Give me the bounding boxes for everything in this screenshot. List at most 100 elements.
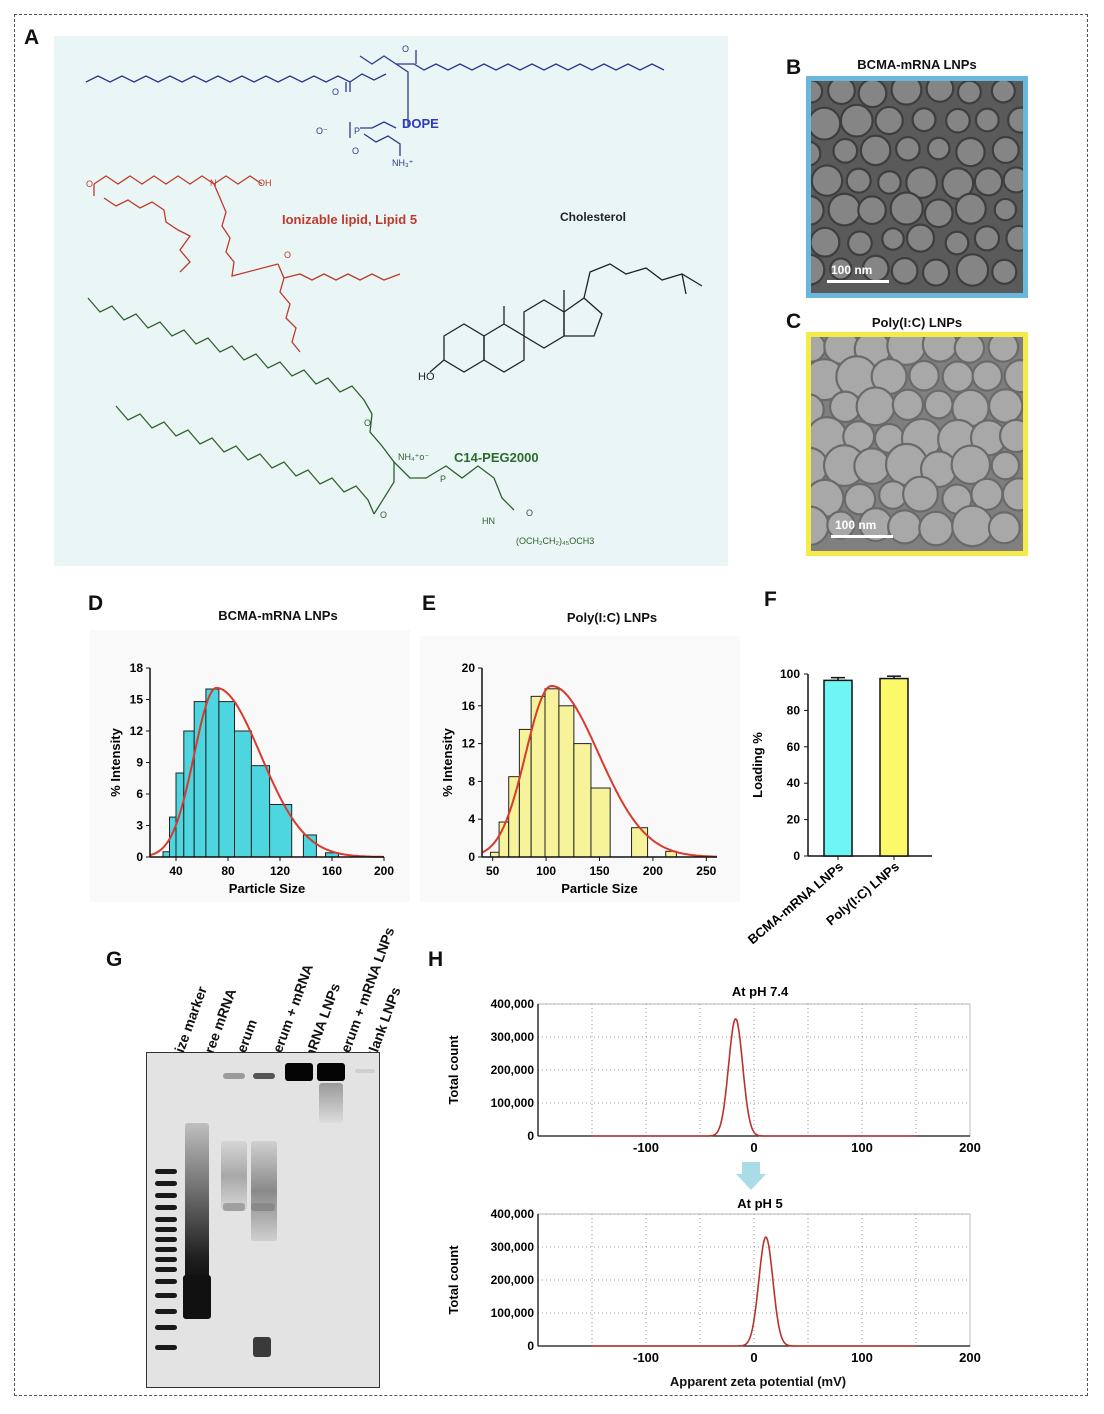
- tem-particle: [956, 81, 982, 105]
- loading-bar: [879, 677, 909, 857]
- x-tick-label: BCMA-mRNA LNPs: [745, 859, 846, 947]
- lipid5-structure: [93, 175, 401, 353]
- tem-particle: [998, 418, 1023, 454]
- y-tick-label: 15: [130, 693, 144, 707]
- chart-title: At pH 5: [737, 1196, 783, 1211]
- tem-particle: [921, 258, 951, 287]
- y-tick-label: 400,000: [491, 1207, 535, 1221]
- histogram-bar: [234, 730, 252, 858]
- tem-particles-bcma: [811, 81, 1023, 293]
- ladder-band: [155, 1293, 177, 1298]
- tem-particle: [881, 227, 905, 251]
- histogram-bar: [162, 851, 170, 858]
- cholesterol-structure: [429, 263, 703, 373]
- ladder-band: [155, 1237, 177, 1242]
- tem-particle: [953, 337, 986, 364]
- tem-particle: [1001, 477, 1023, 512]
- panel-letter-e: E: [422, 592, 437, 615]
- svg-text:O⁻: O⁻: [316, 126, 328, 136]
- serum-mrna-smear: [251, 1141, 277, 1241]
- free-mrna-smear: [185, 1123, 209, 1293]
- x-tick-label: -100: [633, 1140, 659, 1155]
- y-tick-label: 40: [787, 776, 801, 790]
- tem-particle: [944, 230, 970, 256]
- y-tick-label: 300,000: [491, 1240, 535, 1254]
- serum-mrna-lnp-smear: [319, 1083, 343, 1123]
- serum-mrna-well-band: [253, 1073, 275, 1079]
- tem-particle: [950, 444, 992, 486]
- tem-particle: [911, 107, 937, 133]
- ladder-band: [155, 1193, 177, 1198]
- y-tick-label: 16: [462, 699, 476, 713]
- chart-h-ph5: At pH 5 0 100,000 200,000 300,000 400,000 -100…: [446, 1196, 981, 1365]
- tem-particle: [921, 337, 959, 363]
- serum-smear: [221, 1141, 247, 1211]
- panel-letter-g: G: [106, 948, 123, 971]
- x-tick-label: 200: [643, 864, 663, 878]
- chemical-structures-panel: O O P O⁻ O NH₃⁺ O N OH O: [54, 36, 728, 566]
- tem-particle: [974, 107, 1000, 133]
- chart-d-histogram: 0 3 6 9 12 15 18 40 80 120 160 200 Particle Size % In…: [90, 630, 410, 902]
- x-tick-label: 100: [536, 864, 556, 878]
- ladder-band: [155, 1345, 177, 1350]
- svg-text:P: P: [354, 126, 360, 136]
- loading-bar: [823, 679, 853, 857]
- tem-particle: [971, 360, 1003, 392]
- serum-well-band: [223, 1073, 245, 1079]
- x-tick-label: 0: [750, 1350, 757, 1365]
- tem-particle: [973, 167, 1004, 197]
- y-tick-label: 0: [468, 850, 475, 864]
- ladder-band: [155, 1169, 177, 1174]
- tem-particle: [827, 81, 856, 106]
- tem-particle: [926, 136, 951, 161]
- serum-mrna-lnp-well-band: [317, 1063, 345, 1081]
- tem-particle: [918, 510, 954, 547]
- tem-particle: [902, 475, 939, 513]
- tem-particle: [955, 136, 986, 168]
- histogram-bar: [508, 776, 520, 858]
- y-axis-label: % Intensity: [108, 727, 123, 796]
- y-tick-label: 100,000: [491, 1096, 535, 1110]
- y-tick-label: 20: [462, 661, 476, 675]
- panel-c-title: Poly(I:C) LNPs: [871, 315, 963, 330]
- down-arrow-icon: [736, 1162, 766, 1190]
- scale-label-c: 100 nm: [835, 518, 877, 532]
- scale-bar-b: [827, 280, 889, 283]
- x-tick-label: 200: [959, 1350, 981, 1365]
- svg-text:O: O: [332, 87, 339, 97]
- tem-particle: [987, 388, 1023, 424]
- svg-text:HN: HN: [482, 516, 495, 526]
- x-tick-label: -100: [633, 1350, 659, 1365]
- cholesterol-label: Cholesterol: [560, 210, 627, 224]
- panel-e-title: Poly(I:C) LNPs: [566, 610, 658, 625]
- tem-particle: [955, 253, 990, 287]
- ladder-band: [155, 1257, 177, 1262]
- transition-arrow: [736, 1162, 766, 1192]
- tem-particle: [829, 257, 853, 281]
- tem-particle: [991, 135, 1020, 165]
- tem-particle: [951, 504, 994, 548]
- tem-particle: [827, 192, 862, 227]
- tem-particle: [908, 359, 940, 392]
- y-tick-label: 100,000: [491, 1306, 535, 1320]
- tem-particle: [874, 105, 904, 136]
- tem-particle: [811, 106, 842, 141]
- ladder-band: [155, 1227, 177, 1232]
- ladder-band: [155, 1217, 177, 1222]
- y-tick-label: 3: [136, 819, 143, 833]
- x-tick-label: 200: [959, 1140, 981, 1155]
- tem-particle: [890, 81, 923, 106]
- svg-text:(OCH₂CH₂)₄₅OCH3: (OCH₂CH₂)₄₅OCH3: [516, 536, 594, 546]
- histogram-bar: [544, 688, 560, 858]
- svg-text:OH: OH: [258, 178, 272, 188]
- x-tick-label: 0: [750, 1140, 757, 1155]
- y-tick-label: 0: [527, 1339, 534, 1353]
- scale-bar-c: [831, 535, 893, 538]
- y-tick-label: 0: [527, 1129, 534, 1143]
- svg-text:O: O: [86, 179, 93, 189]
- tem-particle: [895, 135, 921, 162]
- chart-title: At pH 7.4: [732, 984, 789, 999]
- y-axis-label: Total count: [446, 1245, 461, 1315]
- y-tick-label: 9: [136, 756, 143, 770]
